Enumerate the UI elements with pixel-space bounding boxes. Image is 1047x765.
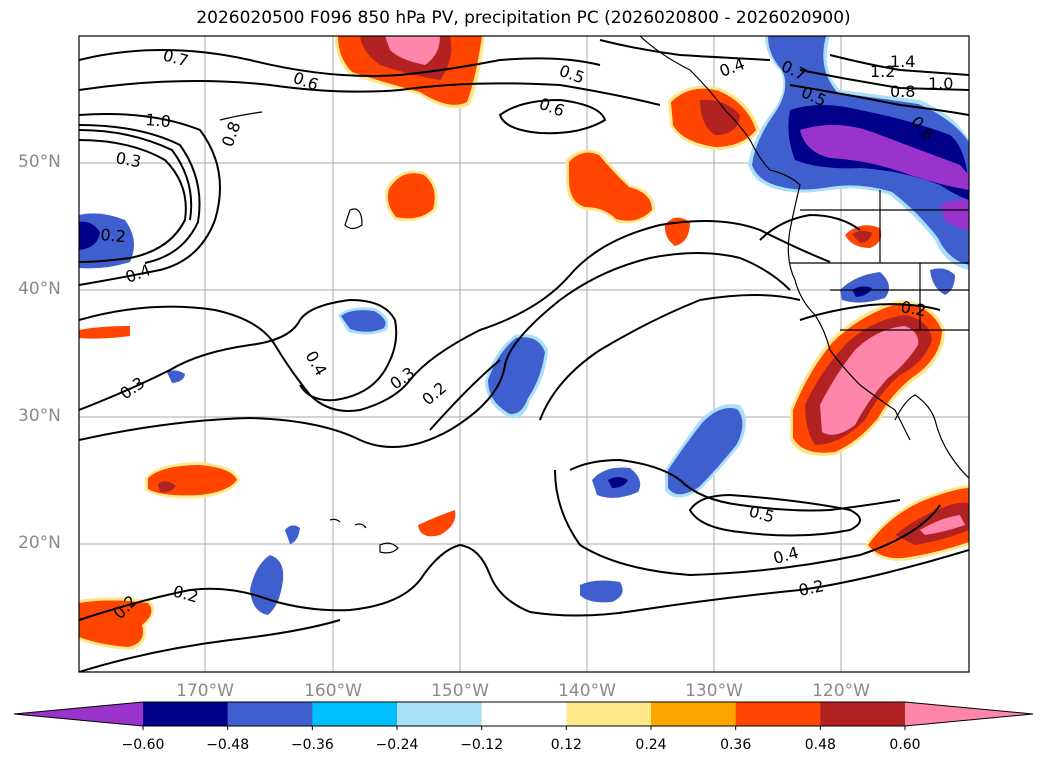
pv-contours bbox=[79, 39, 969, 672]
contour-label: 0.3 bbox=[116, 373, 148, 403]
lon-label-160w: 160°W bbox=[304, 681, 362, 701]
coastlines bbox=[219, 36, 969, 554]
contour-labels: 0.7 0.6 0.8 1.0 0.3 0.2 0.4 0.3 0.4 0.3 … bbox=[100, 46, 954, 623]
contour-label: 0.4 bbox=[123, 260, 153, 287]
colorbar-tick-label: 0.36 bbox=[720, 737, 752, 753]
map-frame bbox=[78, 35, 970, 673]
lat-label-40n: 40°N bbox=[18, 279, 61, 299]
contour-label: 1.4 bbox=[890, 52, 915, 71]
colorbar-segment bbox=[397, 702, 483, 726]
map-title: 2026020500 F096 850 hPa PV, precipitatio… bbox=[196, 8, 851, 28]
contour-label: 0.4 bbox=[771, 543, 801, 568]
lon-label-120w: 120°W bbox=[812, 681, 870, 701]
colorbar-tick-label: −0.24 bbox=[375, 737, 419, 753]
colorbar-tick-label: −0.48 bbox=[206, 737, 250, 753]
colorbar-segment bbox=[820, 702, 906, 726]
colorbar bbox=[13, 701, 1034, 730]
lat-label-30n: 30°N bbox=[18, 406, 61, 426]
contour-label: 0.2 bbox=[100, 225, 127, 246]
contour-label: 1.0 bbox=[928, 74, 953, 93]
colorbar-tick-label: −0.12 bbox=[460, 737, 504, 753]
contour-label: 0.5 bbox=[747, 502, 777, 527]
contour-label: 0.2 bbox=[418, 378, 450, 409]
contour-label: 0.7 bbox=[161, 46, 191, 71]
contour-label: 0.8 bbox=[890, 82, 915, 101]
colorbar-tick-label: 0.12 bbox=[550, 737, 582, 753]
lat-label-50n: 50°N bbox=[18, 152, 61, 172]
contour-label: 0.4 bbox=[302, 348, 331, 380]
colorbar-tick-label: −0.60 bbox=[121, 737, 165, 753]
colorbar-segment bbox=[566, 702, 652, 726]
lat-label-20n: 20°N bbox=[18, 533, 61, 553]
colorbar-segment bbox=[227, 702, 313, 726]
lon-label-140w: 140°W bbox=[558, 681, 616, 701]
lon-label-170w: 170°W bbox=[176, 681, 234, 701]
contour-label: 0.2 bbox=[171, 582, 201, 607]
contour-label: 0.3 bbox=[386, 363, 418, 393]
colorbar-tick-label: −0.36 bbox=[290, 737, 334, 753]
colorbar-extend-low bbox=[14, 702, 143, 726]
precipitation-shading bbox=[79, 36, 969, 650]
colorbar-segment bbox=[312, 702, 398, 726]
lon-label-130w: 130°W bbox=[685, 681, 743, 701]
contour-label: 0.5 bbox=[557, 61, 587, 88]
contour-label: 0.2 bbox=[797, 576, 826, 600]
contour-label: 0.6 bbox=[537, 94, 567, 121]
colorbar-segment bbox=[651, 702, 737, 726]
colorbar-segment bbox=[735, 702, 821, 726]
contour-label: 0.2 bbox=[899, 297, 927, 320]
contour-label: 0.8 bbox=[218, 119, 245, 149]
colorbar-segment bbox=[481, 702, 567, 726]
colorbar-tick-label: 0.48 bbox=[804, 737, 836, 753]
colorbar-extend-high bbox=[905, 702, 1033, 726]
contour-label: 1.2 bbox=[870, 62, 895, 81]
colorbar-segment bbox=[143, 702, 229, 726]
colorbar-tick-label: 0.60 bbox=[889, 737, 921, 753]
contour-label: 1.0 bbox=[145, 110, 172, 131]
colorbar-tick-label: 0.24 bbox=[635, 737, 667, 753]
lon-label-150w: 150°W bbox=[431, 681, 489, 701]
contour-label: 0.3 bbox=[114, 148, 142, 171]
